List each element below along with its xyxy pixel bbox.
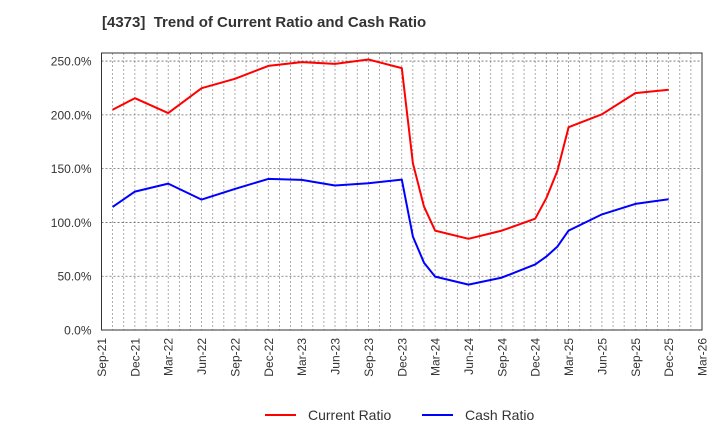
cash-ratio-line — [112, 177, 669, 286]
x-tick-label: Mar-22 — [162, 338, 176, 376]
legend: Current Ratio Cash Ratio — [0, 404, 720, 426]
x-tick-label: Dec-21 — [128, 338, 142, 377]
x-tick-label: Dec-24 — [529, 338, 543, 377]
current-ratio-line — [112, 58, 669, 240]
y-tick-label: 200.0% — [51, 108, 92, 122]
x-tick-label: Mar-26 — [696, 338, 710, 376]
legend-swatch-cash-ratio — [422, 414, 453, 416]
x-axis-ticks: Sep-21 Dec-21 Mar-22 Jun-22 Sep-22 Dec-22 Mar-… — [95, 338, 710, 377]
chart-title: [4373] Trend of Current Ratio and Cash R… — [102, 14, 427, 31]
x-tick-label: Dec-25 — [662, 338, 676, 377]
y-axis-ticks: 0.0% 50.0% 100.0% 150.0% 200.0% 250.0% — [51, 55, 92, 338]
y-tick-label: 250.0% — [51, 55, 92, 69]
y-tick-label: 0.0% — [64, 324, 92, 338]
x-tick-label: Mar-23 — [295, 338, 309, 376]
x-tick-label: Mar-25 — [562, 338, 576, 376]
legend-swatch-current-ratio — [265, 414, 296, 416]
gridlines — [101, 53, 702, 330]
series-lines — [112, 58, 669, 286]
x-tick-label: Sep-21 — [95, 338, 109, 377]
x-tick-label: Jun-22 — [195, 338, 209, 375]
x-tick-label: Sep-22 — [228, 338, 242, 377]
x-tick-label: Dec-23 — [395, 338, 409, 377]
x-tick-label: Sep-24 — [495, 338, 509, 377]
y-tick-label: 100.0% — [51, 216, 92, 230]
x-tick-label: Dec-22 — [262, 338, 276, 377]
x-tick-label: Jun-24 — [462, 338, 476, 375]
x-tick-label: Jun-25 — [595, 338, 609, 375]
plot-frame — [101, 52, 703, 331]
x-tick-label: Mar-24 — [429, 338, 443, 376]
x-tick-label: Sep-23 — [362, 338, 376, 377]
y-tick-label: 50.0% — [57, 270, 91, 284]
legend-item-current-ratio: Current Ratio — [265, 404, 391, 426]
y-tick-label: 150.0% — [51, 162, 92, 176]
x-tick-label: Sep-25 — [629, 338, 643, 377]
x-tick-label: Jun-23 — [329, 338, 343, 375]
legend-label-cash-ratio: Cash Ratio — [465, 407, 535, 423]
legend-label-current-ratio: Current Ratio — [308, 407, 392, 423]
legend-item-cash-ratio: Cash Ratio — [422, 404, 534, 426]
